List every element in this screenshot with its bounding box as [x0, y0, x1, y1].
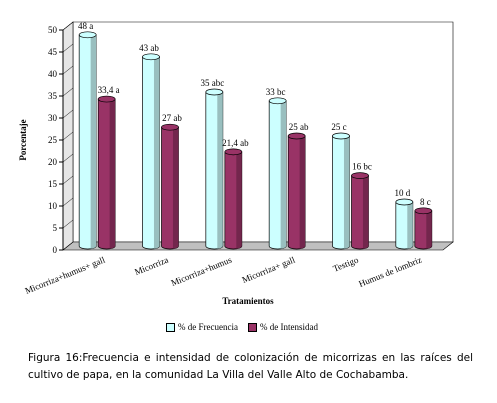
y-tick-label: 45 [48, 47, 58, 57]
data-label-intensidad: 8 c [420, 197, 431, 207]
data-label-intensidad: 21,4 ab [222, 138, 249, 148]
bar-intensidad [224, 148, 243, 250]
legend-label-frecuencia: % de Frecuencia [178, 322, 238, 332]
bar-frecuencia [395, 198, 414, 250]
bar-intensidad [97, 95, 116, 250]
y-tick-diag [62, 153, 74, 163]
legend-swatch-intensidad [247, 322, 257, 332]
bar-intensidad [414, 207, 433, 250]
x-tick-label: Micorriza+humus+ gall [23, 254, 106, 295]
y-tick-label: 15 [48, 179, 58, 189]
data-label-frecuencia: 25 c [331, 122, 346, 132]
data-label-frecuencia: 43 ab [139, 43, 159, 53]
chart-marks [78, 31, 433, 250]
y-tick-label: 30 [48, 113, 58, 123]
y-tick-label: 5 [53, 223, 58, 233]
data-label-frecuencia: 35 abc [200, 78, 224, 88]
data-label-intensidad: 25 ab [289, 122, 309, 132]
legend-item-frecuencia: % de Frecuencia [166, 322, 238, 332]
bar-intensidad [287, 132, 306, 250]
y-tick-diag [62, 175, 74, 185]
x-tick-label: Humus de lombriz [357, 255, 423, 289]
chart: 0 5 10 15 20 25 30 35 40 45 50 Porcentaje Tratamient… [18, 21, 454, 306]
y-tick-label: 10 [48, 201, 58, 211]
x-tick-label: Micorriza [133, 255, 170, 278]
data-label-frecuencia: 10 d [394, 188, 410, 198]
data-label-frecuencia: 48 a [78, 21, 93, 31]
y-axis-label: Porcentaje [18, 119, 28, 160]
bar-frecuencia [268, 97, 287, 250]
bar-frecuencia [142, 53, 160, 250]
bar-intensidad [161, 123, 179, 250]
legend-label-intensidad: % de Intensidad [259, 322, 318, 332]
legend-swatch-frecuencia [166, 322, 175, 332]
figure-caption: Figura 16:Frecuencia e intensidad de col… [28, 350, 473, 384]
figure-caption-lead: Figura 16: [28, 352, 83, 364]
chart-floor [62, 241, 454, 251]
y-tick-diag [62, 131, 74, 141]
data-label-frecuencia: 33 bc [266, 87, 286, 97]
x-axis-label: Tratamientos [222, 296, 274, 306]
y-tick-label: 40 [48, 69, 58, 79]
bar-frecuencia [205, 88, 224, 250]
chart-axes [59, 21, 454, 251]
y-tick-diag [62, 43, 74, 53]
y-tick-diag [62, 21, 74, 31]
data-label-intensidad: 27 ab [162, 113, 182, 123]
y-tick-label: 50 [48, 25, 58, 35]
y-tick-diag [62, 65, 74, 75]
legend-item-intensidad: % de Intensidad [247, 322, 318, 332]
y-tick-diag [62, 219, 74, 229]
bar-frecuencia [78, 31, 97, 250]
y-tick-diag [62, 87, 74, 97]
data-label-intensidad: 33,4 a [98, 85, 120, 95]
x-tick-label: Micorriza+ gall [240, 254, 296, 285]
data-label-intensidad: 16 bc [352, 162, 372, 172]
bar-frecuencia [332, 132, 350, 250]
y-tick-label: 0 [53, 245, 58, 255]
y-tick-diag [62, 109, 74, 119]
figure-caption-text: Frecuencia e intensidad de colonización … [28, 352, 474, 381]
y-tick-diag [62, 197, 74, 207]
y-tick-label: 20 [48, 157, 58, 167]
x-tick-label: Micorriza+humus [169, 254, 233, 288]
y-tick-diag [62, 241, 74, 251]
y-tick-label: 25 [48, 135, 58, 145]
x-tick-label: Testigo [332, 254, 361, 273]
bar-intensidad [351, 172, 369, 250]
y-tick-label: 35 [48, 91, 58, 101]
chart-legend: % de Frecuencia % de Intensidad [166, 320, 328, 334]
